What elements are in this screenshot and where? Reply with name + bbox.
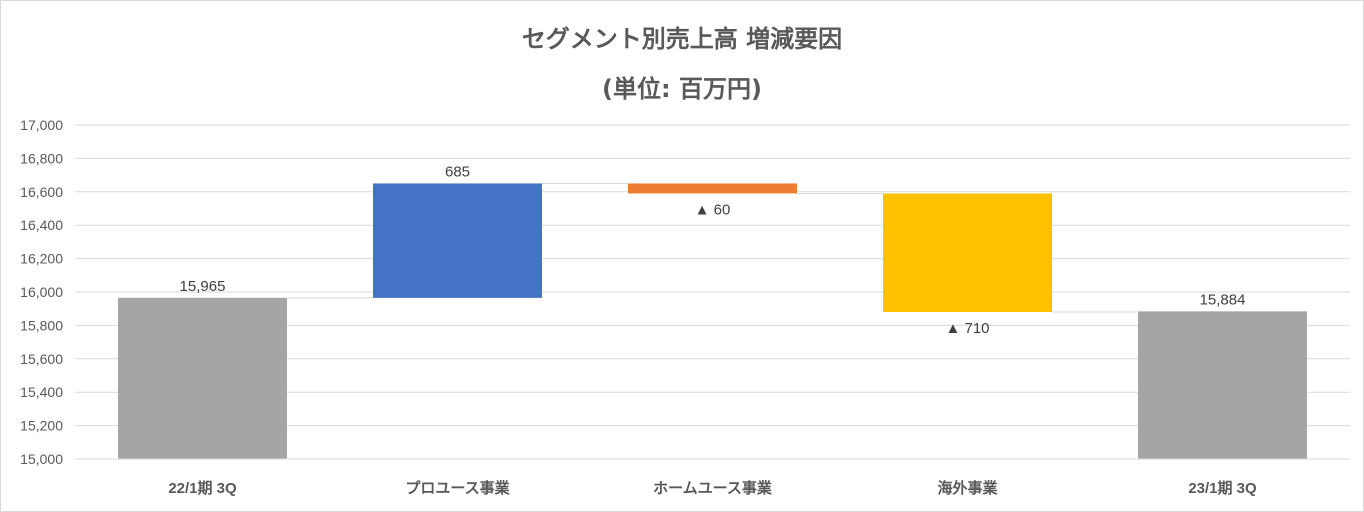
y-tick-label: 16,800 [20, 150, 63, 166]
bar [1138, 311, 1307, 459]
y-tick-label: 15,200 [20, 418, 63, 434]
data-label: 15,884 [1200, 291, 1246, 308]
y-tick-label: 16,000 [20, 284, 63, 300]
y-tick-label: 15,400 [20, 384, 63, 400]
axes: 15,000 15,200 15,400 15,600 15,800 16,000 16,2… [20, 117, 1350, 497]
connector-lines [287, 182, 1138, 313]
x-category-label: プロユース事業 [405, 479, 510, 497]
x-category-label: 22/1期 3Q [168, 479, 237, 497]
y-tick-label: 16,400 [20, 217, 63, 233]
bar [883, 193, 1052, 313]
gridlines [75, 124, 1350, 460]
x-category-label: 23/1期 3Q [1188, 479, 1257, 497]
data-label: ▲ 710 [945, 320, 989, 337]
y-tick-label: 15,800 [20, 317, 63, 333]
bar [118, 297, 287, 459]
y-tick-label: 16,600 [20, 184, 63, 200]
x-category-label: ホームユース事業 [653, 479, 773, 497]
bar [373, 183, 542, 298]
y-tick-label: 15,600 [20, 351, 63, 367]
data-label: 685 [445, 163, 470, 180]
y-tick-label: 17,000 [20, 117, 63, 133]
bar [628, 183, 797, 194]
bars [118, 183, 1307, 459]
x-category-label: 海外事業 [937, 479, 998, 497]
data-labels: 15,965 685 ▲ 60 ▲ 710 15,884 [180, 163, 1246, 337]
data-label: 15,965 [180, 278, 226, 295]
y-tick-label: 15,000 [20, 451, 63, 467]
chart-subtitle: (単位: 百万円) [602, 75, 762, 103]
chart-title: セグメント別売上高 増減要因 [521, 25, 843, 53]
data-label: ▲ 60 [695, 201, 731, 218]
y-tick-label: 16,200 [20, 251, 63, 267]
